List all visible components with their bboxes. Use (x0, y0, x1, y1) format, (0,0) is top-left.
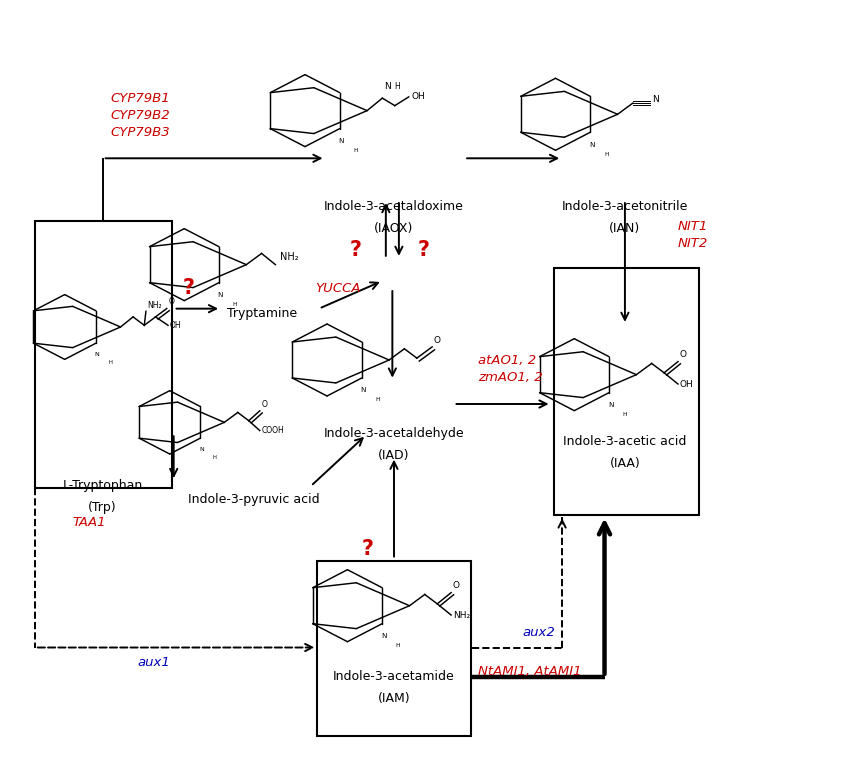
Text: (IAOX): (IAOX) (374, 222, 414, 235)
Text: O: O (168, 297, 174, 306)
Text: L-Tryptophan: L-Tryptophan (63, 479, 143, 492)
Text: O: O (453, 581, 460, 591)
Text: OH: OH (411, 92, 425, 102)
Text: H: H (604, 152, 609, 157)
Text: NtAMI1, AtAMI1: NtAMI1, AtAMI1 (478, 665, 581, 678)
Text: Indole-3-acetaldoxime: Indole-3-acetaldoxime (324, 200, 464, 213)
Bar (35, 221, 172, 488)
Text: H: H (212, 455, 216, 460)
Text: NH₂: NH₂ (280, 251, 298, 262)
Text: N: N (218, 292, 223, 298)
Text: (IAD): (IAD) (378, 449, 410, 462)
Text: N: N (608, 402, 613, 408)
Text: aux2: aux2 (523, 626, 556, 639)
Text: H: H (623, 412, 627, 417)
Text: TAA1: TAA1 (72, 516, 106, 529)
Text: Indole-3-acetaldehyde: Indole-3-acetaldehyde (324, 428, 464, 441)
Text: O: O (680, 351, 687, 359)
Text: (IAM): (IAM) (377, 691, 411, 704)
Text: NH₂: NH₂ (453, 610, 470, 620)
Text: N: N (589, 141, 594, 147)
Text: NH₂: NH₂ (148, 301, 162, 310)
Text: (IAN): (IAN) (609, 222, 641, 235)
Text: N: N (199, 446, 204, 452)
Text: N: N (338, 138, 344, 144)
Bar (317, 561, 471, 736)
Text: H: H (233, 302, 237, 307)
Text: H: H (394, 82, 399, 91)
Text: ?: ? (349, 240, 361, 260)
Text: OH: OH (170, 321, 181, 330)
Text: Indole-3-acetamide: Indole-3-acetamide (333, 669, 455, 682)
Text: OH: OH (680, 380, 694, 389)
Text: aux1: aux1 (138, 656, 171, 668)
Text: ?: ? (183, 278, 195, 298)
Text: ?: ? (362, 539, 374, 559)
Text: H: H (108, 361, 112, 365)
Text: NIT1
NIT2: NIT1 NIT2 (678, 220, 708, 251)
Text: CYP79B1
CYP79B2
CYP79B3: CYP79B1 CYP79B2 CYP79B3 (110, 92, 171, 139)
Text: Tryptamine: Tryptamine (227, 307, 297, 320)
Text: ?: ? (417, 240, 429, 260)
Text: N: N (652, 95, 659, 104)
Text: H: H (354, 148, 358, 153)
Text: (Trp): (Trp) (88, 501, 117, 514)
Text: N: N (360, 387, 366, 393)
Text: H: H (376, 397, 380, 403)
Text: N: N (95, 351, 99, 357)
Text: N: N (381, 633, 386, 639)
Text: atAO1, 2
zmAO1, 2: atAO1, 2 zmAO1, 2 (478, 354, 542, 384)
Text: H: H (396, 643, 400, 648)
Text: Indole-3-acetonitrile: Indole-3-acetonitrile (562, 200, 688, 213)
Text: Indole-3-pyruvic acid: Indole-3-pyruvic acid (188, 494, 320, 507)
Text: COOH: COOH (262, 426, 284, 435)
Text: Indole-3-acetic acid: Indole-3-acetic acid (564, 435, 687, 448)
Text: (IAA): (IAA) (609, 457, 640, 470)
Text: O: O (262, 400, 267, 409)
Text: N: N (384, 82, 391, 91)
Bar (554, 267, 700, 516)
Text: O: O (434, 335, 441, 345)
Text: YUCCA: YUCCA (314, 282, 360, 295)
